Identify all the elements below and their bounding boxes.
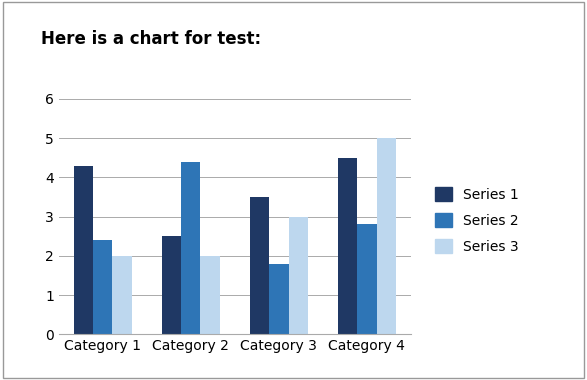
Bar <box>250 197 269 334</box>
Bar <box>269 264 289 334</box>
Bar <box>338 158 357 334</box>
Bar <box>181 162 201 334</box>
Legend: Series 1, Series 2, Series 3: Series 1, Series 2, Series 3 <box>430 182 524 259</box>
Text: Here is a chart for test:: Here is a chart for test: <box>41 30 261 48</box>
Bar <box>357 225 377 334</box>
Bar <box>289 217 308 334</box>
Bar <box>162 236 181 334</box>
Bar <box>74 166 93 334</box>
Bar <box>113 256 131 334</box>
Bar <box>377 138 396 334</box>
Bar <box>93 240 112 334</box>
Bar <box>200 256 220 334</box>
